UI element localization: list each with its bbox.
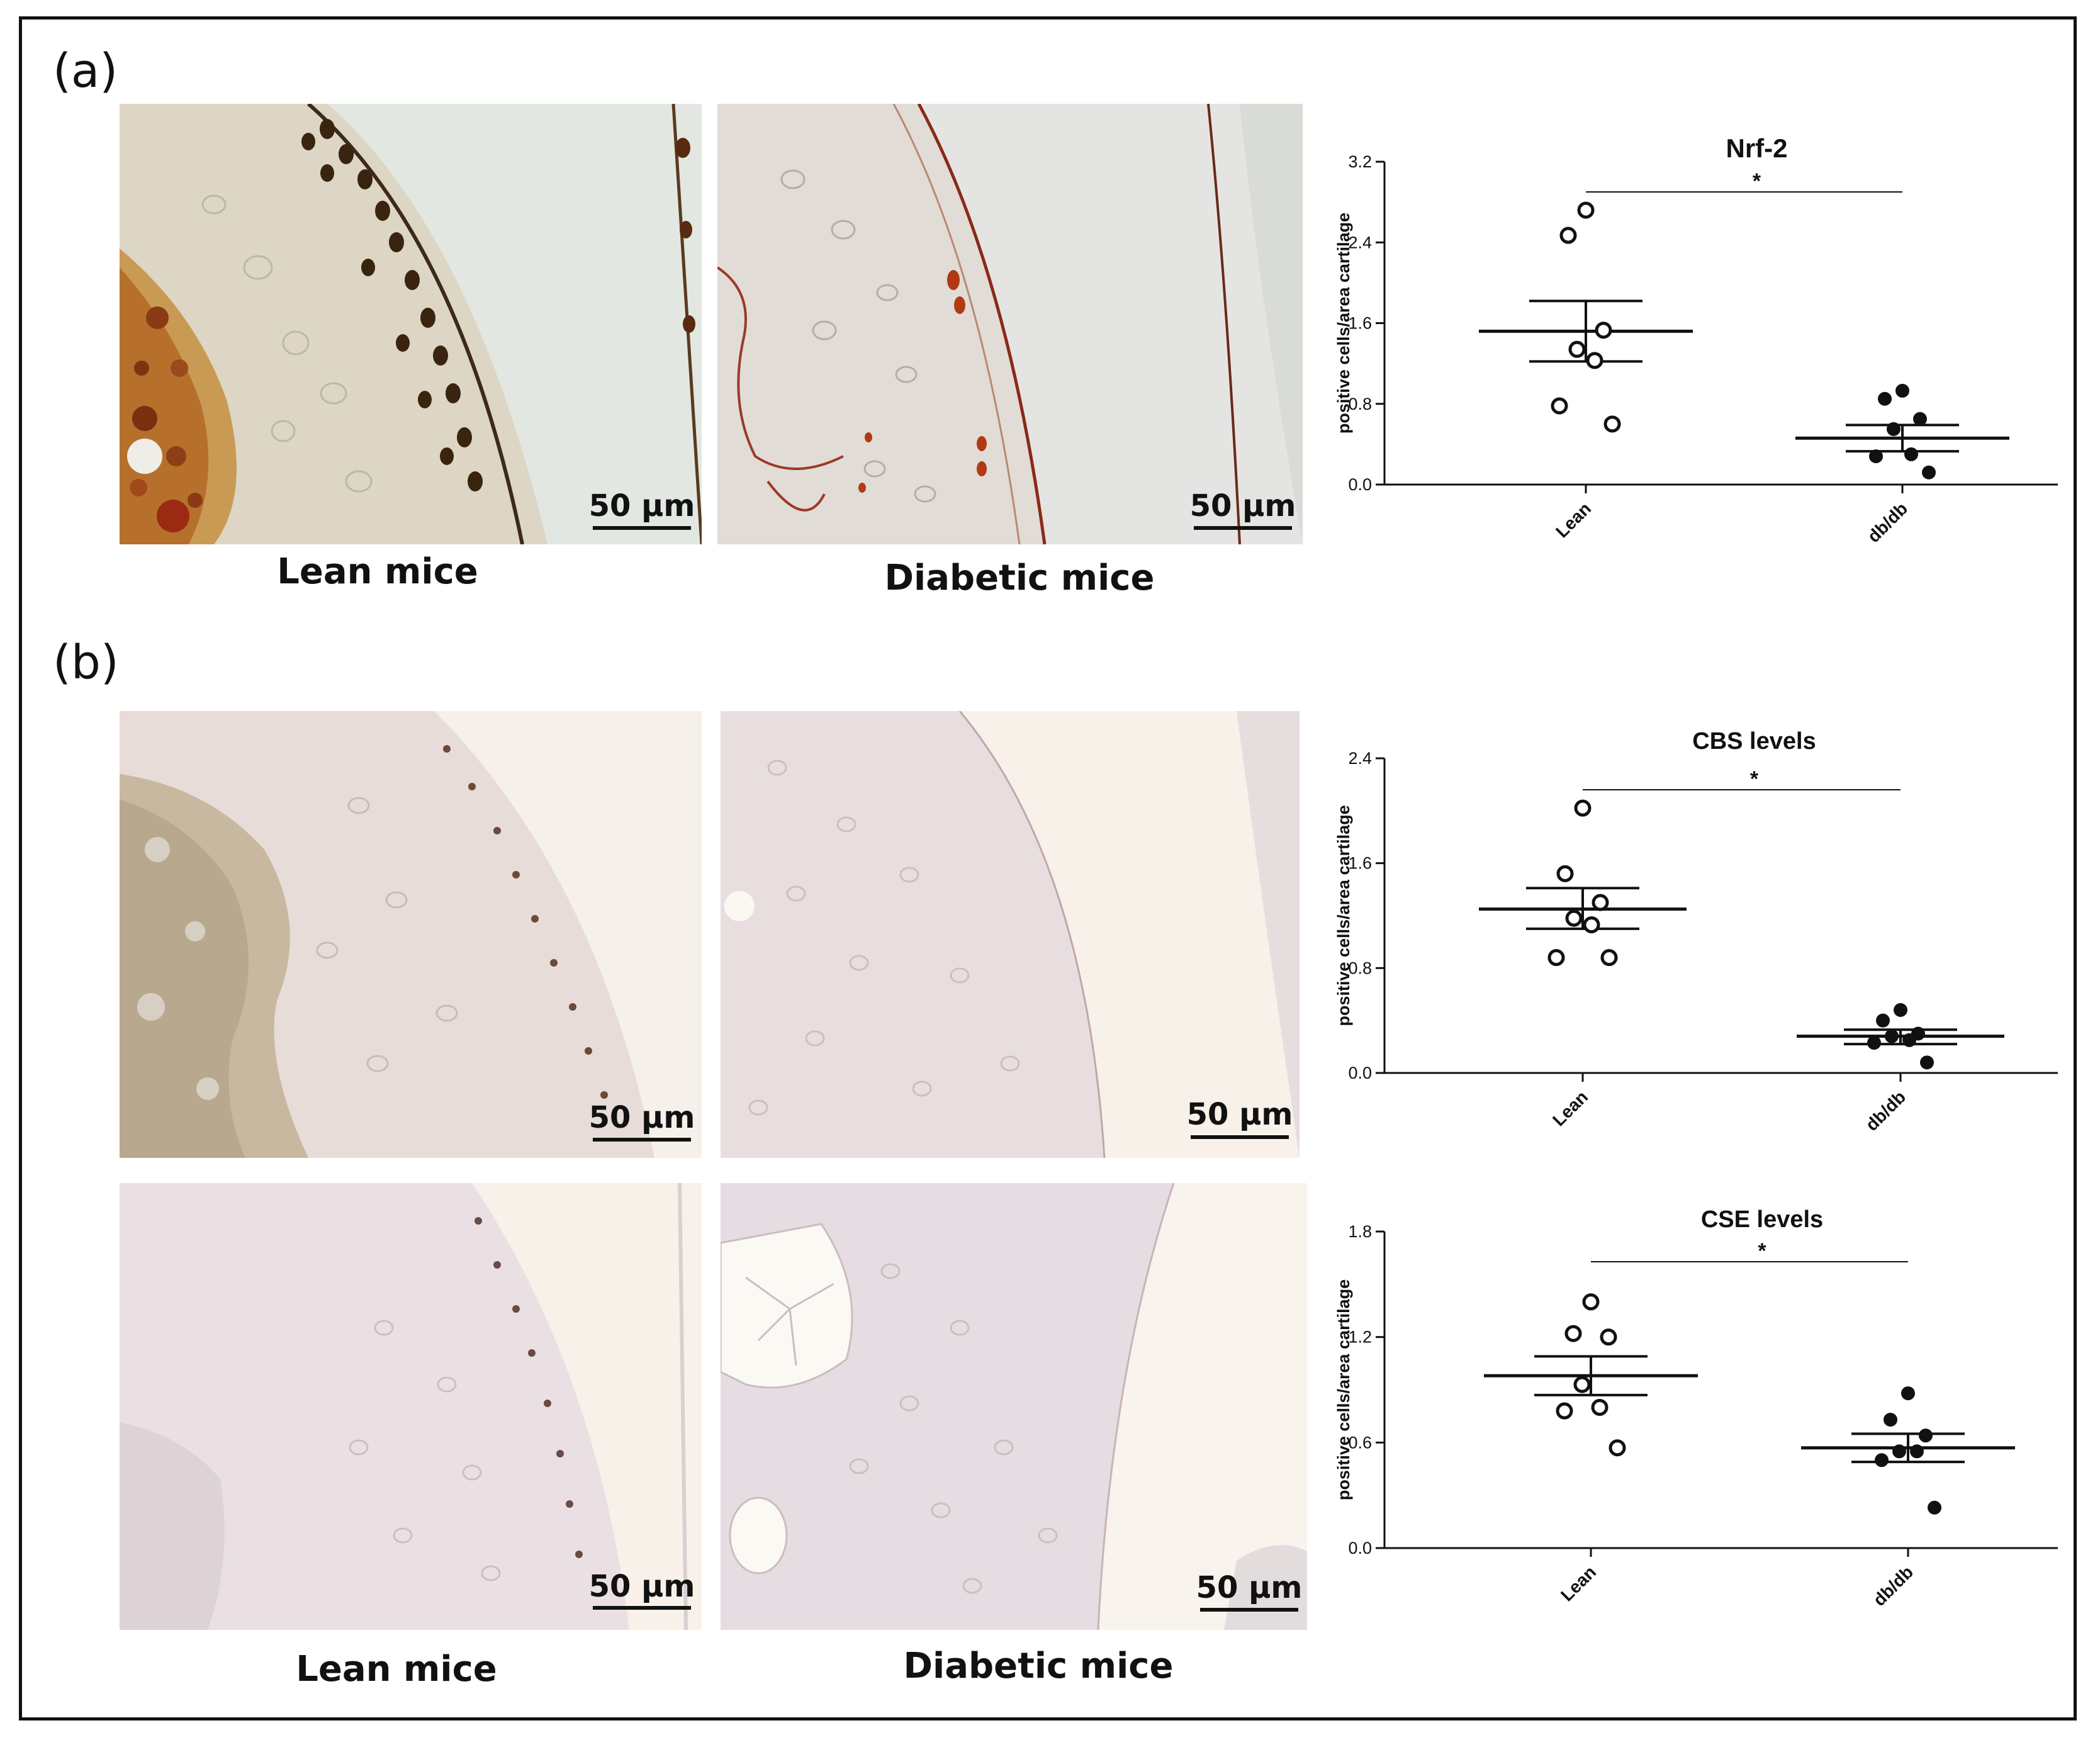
- y-tick-label: 3.2: [1348, 152, 1372, 171]
- y-tick-label: 0.0: [1348, 475, 1372, 494]
- data-point: [1867, 1036, 1881, 1050]
- data-point: [1559, 227, 1577, 244]
- y-axis-label: positive cells/area cartilage: [1334, 1279, 1353, 1500]
- data-point: [1568, 340, 1586, 358]
- x-tick-label: db/db: [1863, 498, 1911, 546]
- micrograph-b-cse-diabetic: [721, 1183, 1307, 1630]
- x-tick-label: Lean: [1557, 1562, 1600, 1605]
- data-point: [1592, 894, 1609, 911]
- caption-lean-mice: Lean mice: [277, 551, 478, 592]
- significance-marker: *: [1758, 1239, 1766, 1263]
- data-point: [1919, 1428, 1933, 1443]
- y-tick-label: 0.0: [1348, 1064, 1372, 1082]
- data-point: [1928, 1500, 1941, 1515]
- data-point: [1901, 1386, 1915, 1401]
- y-tick-label: 0.8: [1348, 958, 1372, 977]
- figure-frame: [19, 16, 2077, 1720]
- y-axis-label: positive cells/area cartilage: [1334, 805, 1353, 1026]
- y-tick-label: 1.6: [1348, 854, 1372, 873]
- data-point: [1892, 1444, 1906, 1459]
- scale-bar-label: 50 µm: [588, 1569, 695, 1604]
- data-point: [1902, 1033, 1916, 1047]
- x-tick-label: db/db: [1861, 1087, 1909, 1135]
- y-axis-label: positive cells/area cartilage: [1334, 213, 1353, 434]
- y-tick-label: 1.2: [1348, 1328, 1372, 1347]
- panel-label-b: (b): [53, 636, 119, 690]
- chart-title: Nrf-2: [1726, 133, 1787, 163]
- y-tick-label: 2.4: [1348, 749, 1372, 768]
- scale-bar: [1200, 1608, 1298, 1612]
- micrograph-b-cbs-diabetic: [721, 711, 1300, 1158]
- data-point: [1869, 449, 1883, 464]
- chart-title: CBS levels: [1692, 728, 1816, 755]
- x-tick-label: db/db: [1869, 1562, 1917, 1610]
- data-point: [1574, 799, 1592, 817]
- data-point: [1894, 1003, 1907, 1017]
- caption-diabetic-mice: Diabetic mice: [903, 1646, 1174, 1687]
- micrograph-b-cbs-lean: [120, 711, 702, 1158]
- y-tick-label: 0.6: [1348, 1433, 1372, 1452]
- data-point: [1922, 465, 1936, 480]
- scale-bar-label: 50 µm: [1186, 1097, 1293, 1132]
- data-point: [1591, 1398, 1609, 1416]
- scale-bar: [1191, 1135, 1289, 1139]
- data-point: [1595, 322, 1612, 339]
- scale-bar: [593, 526, 691, 530]
- scale-bar-label: 50 µm: [1189, 488, 1296, 524]
- y-tick-label: 1.8: [1348, 1222, 1372, 1241]
- data-point: [1564, 1325, 1582, 1342]
- scale-bar: [593, 1606, 691, 1610]
- data-point: [1884, 1413, 1897, 1427]
- y-tick-label: 2.4: [1348, 233, 1372, 252]
- scale-bar-label: 50 µm: [588, 1100, 695, 1135]
- micrograph-b-cse-lean: [120, 1183, 702, 1630]
- y-tick-label: 1.6: [1348, 314, 1372, 333]
- data-point: [1887, 422, 1901, 436]
- caption-diabetic-mice: Diabetic mice: [884, 558, 1155, 598]
- micrograph-a-diabetic: [717, 104, 1303, 544]
- data-point: [1885, 1029, 1899, 1043]
- data-point: [1920, 1055, 1934, 1070]
- data-point: [1600, 1328, 1617, 1346]
- significance-marker: *: [1753, 169, 1761, 193]
- data-point: [1910, 1444, 1924, 1459]
- panel-label-a: (a): [53, 44, 118, 98]
- data-point: [1875, 1453, 1889, 1468]
- chart-nrf2: Nrf-2 positive cells/area cartilage 0.0 0.8…: [1334, 133, 2058, 546]
- y-tick-label: 0.8: [1348, 395, 1372, 413]
- significance-marker: *: [1750, 767, 1759, 791]
- scale-bar: [593, 1138, 691, 1142]
- chart-title: CSE levels: [1701, 1206, 1823, 1233]
- data-point: [1565, 909, 1583, 927]
- data-point: [1878, 391, 1892, 406]
- scale-bar: [1194, 526, 1292, 530]
- data-point: [1895, 383, 1909, 398]
- data-point: [1582, 1293, 1600, 1311]
- data-point: [1556, 865, 1574, 882]
- data-point: [1573, 1376, 1591, 1393]
- scale-bar-label: 50 µm: [1196, 1570, 1303, 1605]
- data-point: [1583, 916, 1600, 934]
- x-tick-label: Lean: [1552, 498, 1595, 541]
- x-tick-label: Lean: [1549, 1087, 1592, 1130]
- data-point: [1603, 415, 1621, 433]
- data-point: [1600, 949, 1618, 967]
- caption-lean-mice: Lean mice: [296, 1649, 497, 1690]
- data-point: [1577, 201, 1595, 219]
- data-point: [1551, 397, 1568, 415]
- scale-bar-label: 50 µm: [588, 488, 695, 524]
- data-point: [1609, 1439, 1626, 1457]
- y-tick-label: 0.0: [1348, 1539, 1372, 1558]
- data-point: [1556, 1402, 1573, 1420]
- data-point: [1904, 447, 1918, 461]
- data-point: [1586, 352, 1603, 369]
- micrograph-a-lean: [120, 104, 702, 544]
- data-point: [1913, 412, 1927, 426]
- data-point: [1547, 949, 1565, 967]
- data-point: [1876, 1013, 1890, 1028]
